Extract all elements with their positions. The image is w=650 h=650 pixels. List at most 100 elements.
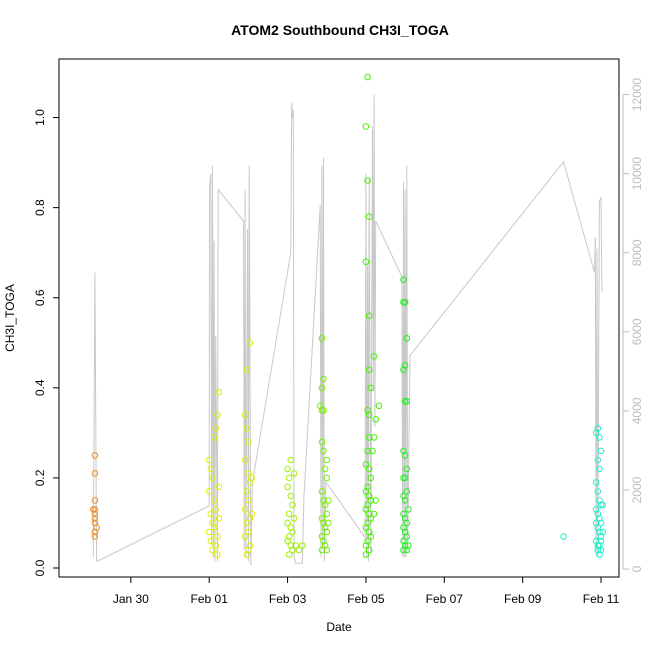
data-point-series-5	[400, 546, 407, 554]
data-point-series-6	[592, 506, 600, 513]
data-point-series-1	[245, 546, 252, 554]
data-point-series-4	[362, 461, 370, 468]
x-tick-label: Feb 11	[583, 592, 620, 606]
data-point-series-4	[364, 407, 371, 414]
y-right-tick-label: 2000	[630, 476, 644, 503]
data-point-series-1	[205, 488, 213, 495]
data-point-series-3	[318, 515, 326, 522]
data-point-series-6	[596, 542, 603, 549]
x-tick-label: Feb 07	[426, 592, 464, 606]
data-point-series-5	[400, 492, 407, 500]
data-point-series-2	[289, 546, 296, 554]
data-point-series-3	[321, 465, 329, 473]
data-point-series-5	[403, 488, 411, 495]
data-point-series-5	[401, 474, 409, 482]
data-point-series-0	[90, 506, 97, 513]
data-point-series-5	[401, 398, 409, 405]
data-point-series-4	[369, 447, 376, 455]
data-point-series-5	[403, 546, 411, 554]
data-point-series-2	[287, 456, 295, 464]
data-point-series-4	[364, 501, 371, 509]
y-tick-label: 0.4	[33, 379, 47, 396]
data-point-series-1	[215, 389, 223, 396]
data-point-series-5	[400, 366, 407, 374]
data-point-series-6	[594, 546, 602, 554]
data-point-series-5	[401, 452, 409, 459]
data-point-series-1	[214, 551, 221, 558]
data-point-series-2	[295, 546, 303, 554]
y-axis-right: 0 2000 4000 6000 8000 10000 12000	[622, 78, 644, 572]
x-tick-label: Feb 03	[269, 592, 307, 606]
data-point-series-6	[597, 546, 605, 554]
data-point-series-1	[243, 551, 251, 558]
data-point-series-2	[287, 492, 295, 500]
data-point-series-2	[284, 537, 291, 545]
data-point-series-3	[323, 510, 331, 518]
data-point-series-4	[370, 434, 378, 441]
data-point-series-4	[364, 483, 371, 491]
data-point-series-6	[594, 524, 602, 531]
data-point-series-0	[91, 497, 99, 504]
data-point-series-5	[405, 542, 412, 549]
data-point-series-1	[212, 506, 219, 513]
data-point-series-1	[245, 528, 252, 536]
data-point-series-1	[243, 488, 251, 495]
data-point-series-4	[370, 510, 378, 518]
data-point-series-3	[318, 546, 326, 554]
data-point-series-4	[375, 402, 383, 410]
data-point-series-4	[367, 533, 375, 540]
points-layer	[90, 73, 607, 558]
data-point-series-1	[210, 434, 218, 441]
data-point-series-1	[212, 542, 219, 549]
data-point-series-6	[592, 479, 600, 486]
x-tick-label: Jan 30	[113, 592, 149, 606]
data-point-series-3	[321, 501, 329, 509]
data-point-series-4	[362, 488, 370, 495]
y-tick-label: 0.6	[33, 289, 47, 306]
data-point-series-6	[596, 497, 603, 504]
data-point-series-1	[210, 524, 218, 531]
data-point-series-1	[209, 546, 216, 554]
data-point-series-6	[599, 528, 607, 536]
data-point-series-4	[365, 366, 373, 374]
data-point-series-5	[401, 542, 409, 549]
data-point-series-2	[284, 483, 291, 491]
data-point-series-1	[245, 438, 252, 446]
data-point-series-2	[284, 465, 291, 473]
y-right-tick-label: 4000	[630, 397, 644, 424]
data-point-series-2	[292, 542, 300, 549]
data-point-series-1	[241, 411, 249, 419]
data-point-series-4	[364, 177, 371, 184]
data-point-series-6	[594, 456, 602, 464]
data-point-series-2	[290, 470, 298, 477]
data-point-series-4	[372, 416, 380, 423]
data-point-series-3	[318, 533, 326, 540]
data-point-series-6	[596, 515, 603, 522]
data-point-series-3	[323, 474, 331, 482]
data-point-series-3	[320, 447, 327, 455]
data-point-series-5	[400, 447, 407, 455]
data-point-series-1	[243, 366, 251, 374]
altitude-trace-layer	[92, 94, 603, 566]
data-point-series-2	[285, 551, 293, 558]
x-tick-label: Feb 01	[191, 592, 229, 606]
data-point-series-1	[207, 465, 215, 473]
data-point-series-4	[362, 524, 370, 531]
y-right-tick-label: 6000	[630, 318, 644, 345]
y-axis-label: CH3I_TOGA	[3, 284, 17, 352]
data-point-series-3	[321, 524, 329, 531]
data-point-series-5	[400, 276, 407, 284]
x-axis-label: Date	[326, 620, 352, 634]
data-point-series-3	[325, 519, 332, 527]
data-point-series-5	[400, 510, 407, 518]
data-point-series-6	[592, 537, 600, 545]
data-point-series-5	[401, 497, 409, 504]
data-point-series-4	[364, 447, 371, 455]
data-point-series-5	[403, 519, 411, 527]
data-point-series-6	[594, 425, 602, 432]
data-point-series-3	[325, 497, 332, 504]
data-point-series-3	[320, 497, 327, 504]
data-point-series-5	[400, 524, 407, 531]
data-point-series-0	[91, 528, 99, 536]
